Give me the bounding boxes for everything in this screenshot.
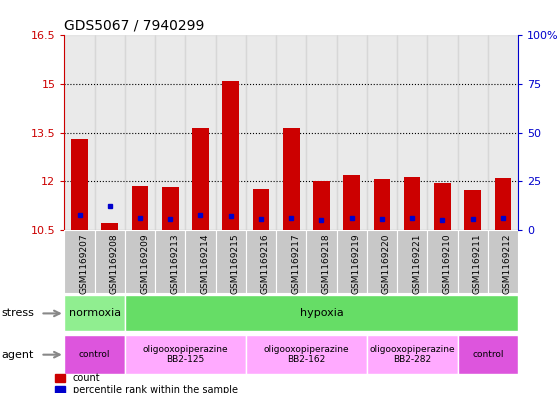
Bar [276, 230, 306, 293]
Text: GSM1169215: GSM1169215 [231, 233, 240, 294]
Bar [464, 190, 481, 230]
Text: oligooxopiperazine
BB2-282: oligooxopiperazine BB2-282 [370, 345, 455, 364]
Bar [64, 230, 95, 293]
Bar [125, 230, 155, 293]
Text: GSM1169210: GSM1169210 [442, 233, 451, 294]
Text: GSM1169211: GSM1169211 [473, 233, 482, 294]
Bar [283, 128, 300, 230]
Bar [337, 35, 367, 230]
Bar [162, 187, 179, 230]
Text: GSM1169207: GSM1169207 [80, 233, 88, 294]
Text: GSM1169220: GSM1169220 [382, 233, 391, 294]
Bar [367, 230, 397, 293]
Bar [253, 189, 269, 230]
Text: GSM1169217: GSM1169217 [291, 233, 300, 294]
Text: GSM1169219: GSM1169219 [352, 233, 361, 294]
Bar [313, 181, 330, 230]
Bar [458, 335, 518, 375]
Text: GSM1169213: GSM1169213 [170, 233, 179, 294]
Bar [343, 175, 360, 230]
Bar [488, 35, 518, 230]
Bar [95, 35, 125, 230]
Text: GSM1169218: GSM1169218 [321, 233, 330, 294]
Text: agent: agent [1, 350, 34, 360]
Text: GSM1169212: GSM1169212 [503, 233, 512, 294]
Bar [95, 230, 125, 293]
Bar [246, 335, 367, 375]
Bar [337, 230, 367, 293]
Text: GSM1169216: GSM1169216 [261, 233, 270, 294]
Bar [192, 128, 209, 230]
Bar [494, 178, 511, 230]
Bar [155, 230, 185, 293]
Bar [216, 230, 246, 293]
Bar [132, 186, 148, 230]
Bar [458, 230, 488, 293]
Bar [155, 35, 185, 230]
Bar [306, 230, 337, 293]
Bar [246, 230, 276, 293]
Bar [125, 296, 518, 331]
Bar [458, 35, 488, 230]
Bar [101, 223, 118, 230]
Text: normoxia: normoxia [68, 309, 121, 318]
Bar [367, 35, 397, 230]
Bar [276, 35, 306, 230]
Bar [427, 230, 458, 293]
Bar [397, 35, 427, 230]
Text: GSM1169214: GSM1169214 [200, 233, 209, 294]
Bar [64, 335, 125, 375]
Text: GDS5067 / 7940299: GDS5067 / 7940299 [64, 19, 205, 33]
Text: oligooxopiperazine
BB2-125: oligooxopiperazine BB2-125 [143, 345, 228, 364]
Bar [434, 183, 451, 230]
Text: hypoxia: hypoxia [300, 309, 343, 318]
Text: stress: stress [1, 309, 34, 318]
Bar [306, 35, 337, 230]
Bar [246, 35, 276, 230]
Bar [125, 335, 246, 375]
Bar [185, 230, 216, 293]
Bar [222, 81, 239, 230]
Text: control: control [472, 350, 503, 359]
Text: oligooxopiperazine
BB2-162: oligooxopiperazine BB2-162 [264, 345, 349, 364]
Bar [427, 35, 458, 230]
Legend: count, percentile rank within the sample: count, percentile rank within the sample [55, 373, 238, 393]
Bar [374, 179, 390, 230]
Bar [488, 230, 518, 293]
Bar [216, 35, 246, 230]
Bar [397, 230, 427, 293]
Text: GSM1169208: GSM1169208 [110, 233, 119, 294]
Bar [185, 35, 216, 230]
Bar [64, 35, 95, 230]
Bar [367, 335, 458, 375]
Text: control: control [79, 350, 110, 359]
Text: GSM1169209: GSM1169209 [140, 233, 149, 294]
Bar [125, 35, 155, 230]
Bar [71, 139, 88, 230]
Bar [64, 296, 125, 331]
Text: GSM1169221: GSM1169221 [412, 233, 421, 294]
Bar [404, 177, 421, 230]
